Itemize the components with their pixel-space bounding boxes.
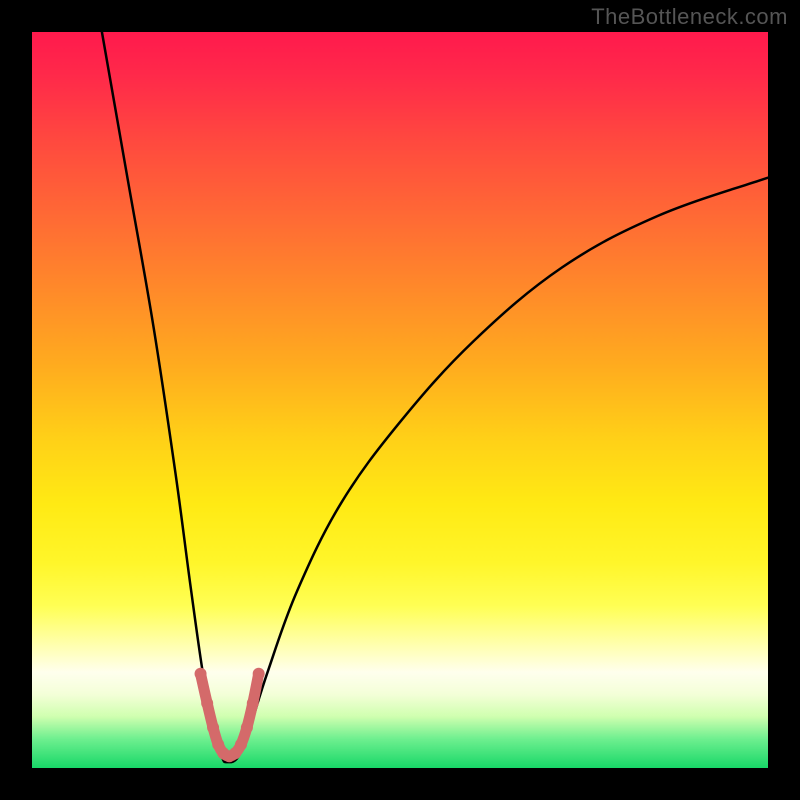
plot-area <box>32 32 768 768</box>
gradient-background <box>32 32 768 768</box>
watermark-text: TheBottleneck.com <box>591 4 788 30</box>
